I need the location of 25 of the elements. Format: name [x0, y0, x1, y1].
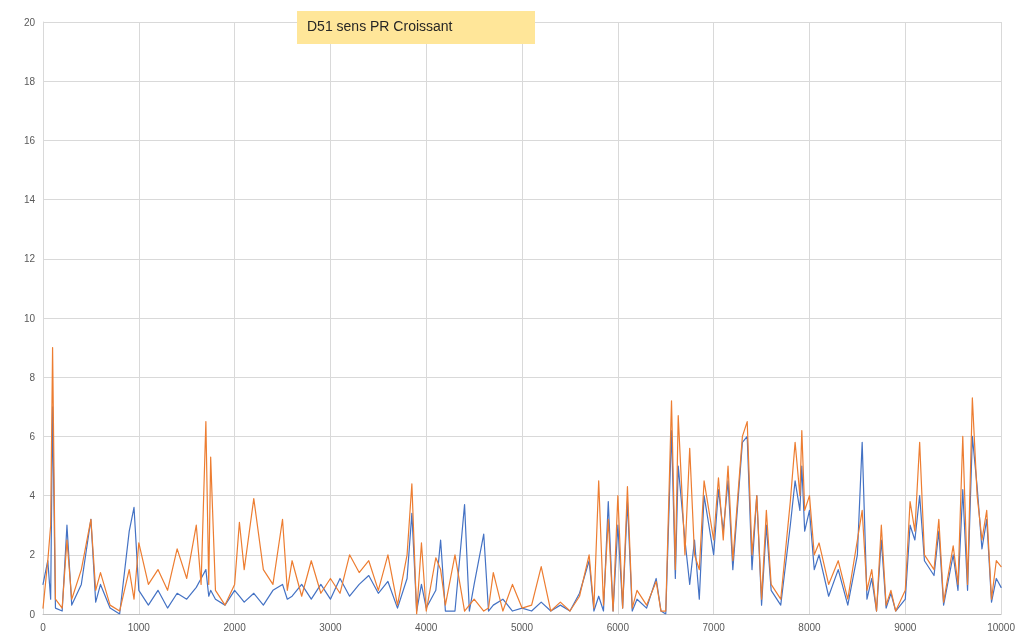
x-tick-label: 0	[40, 621, 47, 633]
x-tick-label: 4000	[415, 621, 438, 633]
y-tick-label: 6	[29, 430, 36, 442]
x-tick-label: 3000	[319, 621, 342, 633]
y-tick-label: 14	[23, 194, 36, 206]
y-tick-label: 16	[23, 134, 36, 146]
y-tick-label: 8	[29, 371, 36, 383]
x-tick-label: 5000	[510, 621, 534, 633]
x-tick-label: 9000	[894, 621, 917, 633]
y-tick-label: 4	[29, 490, 36, 502]
x-tick-label: 10000	[987, 621, 1016, 633]
x-tick-label: 7000	[702, 621, 726, 633]
y-tick-label: 12	[23, 253, 36, 265]
line-series	[42, 347, 1002, 615]
x-tick-label: 1000	[127, 621, 151, 633]
y-tick-label: 10	[23, 312, 36, 324]
y-tick-label: 2	[29, 549, 36, 561]
y-tick-label: 0	[29, 608, 36, 620]
x-tick-label: 2000	[223, 621, 247, 633]
x-tick-label: 6000	[606, 621, 630, 633]
y-tick-label: 20	[23, 16, 36, 28]
title-box: D51 sens PR Croissant	[297, 11, 535, 44]
chart-title: D51 sens PR Croissant	[307, 18, 453, 34]
y-tick-label: 18	[23, 75, 36, 87]
x-tick-label: 8000	[798, 621, 822, 633]
